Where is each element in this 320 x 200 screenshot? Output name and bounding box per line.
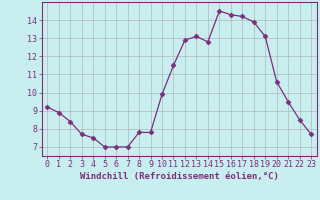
- X-axis label: Windchill (Refroidissement éolien,°C): Windchill (Refroidissement éolien,°C): [80, 172, 279, 181]
